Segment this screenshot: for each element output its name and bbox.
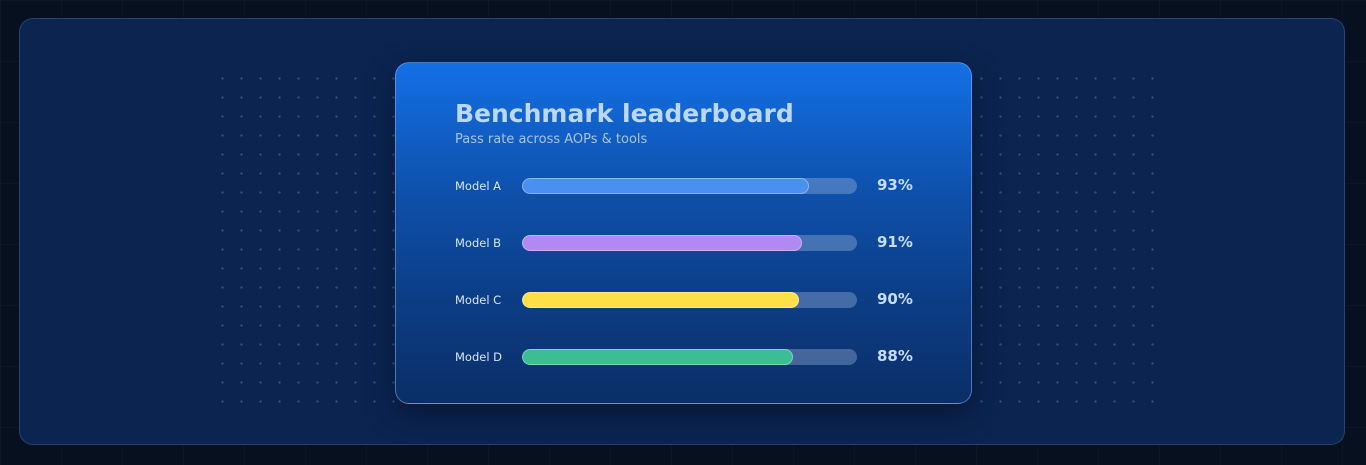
dot-pattern-right xyxy=(972,69,1162,405)
card-subtitle: Pass rate across AOPs & tools xyxy=(455,132,648,147)
model-label: Model C xyxy=(455,293,502,307)
leaderboard-row: Model D 88% xyxy=(455,344,935,401)
bar-track xyxy=(522,349,857,365)
value-label: 90% xyxy=(877,290,913,308)
leaderboard-rows: Model A 93% Model B 91% Model C 90% Model D 88% xyxy=(455,173,935,401)
leaderboard-row: Model B 91% xyxy=(455,230,935,287)
value-label: 93% xyxy=(877,176,913,194)
bar-fill xyxy=(522,349,794,365)
model-label: Model A xyxy=(455,179,502,193)
bar-track xyxy=(522,235,857,251)
dot-pattern-left xyxy=(213,69,403,405)
model-label: Model D xyxy=(455,350,503,364)
bar-track xyxy=(522,178,857,194)
bar-fill xyxy=(522,178,809,194)
value-label: 91% xyxy=(877,233,913,251)
bar-track xyxy=(522,292,857,308)
value-label: 88% xyxy=(877,347,913,365)
bar-fill xyxy=(522,292,800,308)
leaderboard-card: Benchmark leaderboard Pass rate across A… xyxy=(395,62,972,404)
card-title: Benchmark leaderboard xyxy=(455,99,794,128)
model-label: Model B xyxy=(455,236,502,250)
leaderboard-row: Model A 93% xyxy=(455,173,935,230)
bar-fill xyxy=(522,235,803,251)
leaderboard-row: Model C 90% xyxy=(455,287,935,344)
